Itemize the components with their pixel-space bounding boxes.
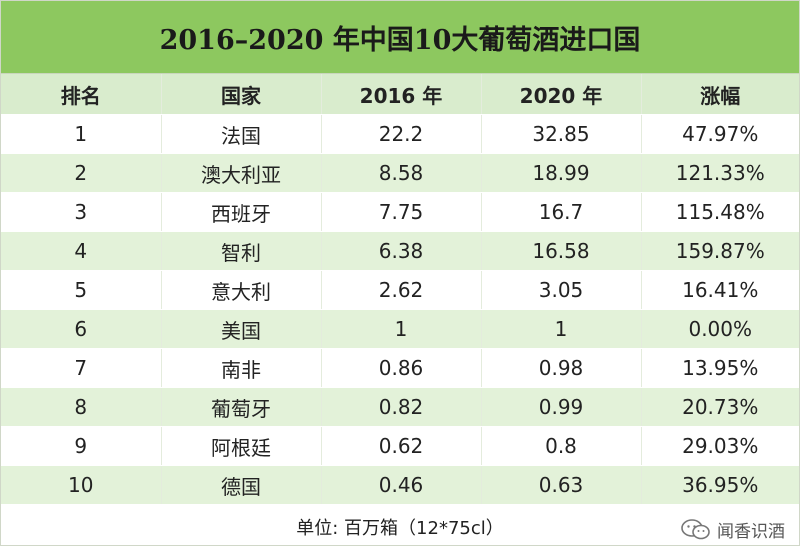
cell-2020: 32.85 bbox=[481, 114, 642, 154]
watermark: 闻香识酒 bbox=[681, 517, 785, 542]
cell-2020: 16.7 bbox=[481, 192, 642, 232]
cell-growth: 20.73% bbox=[641, 387, 799, 427]
col-header-2016: 2016 年 bbox=[321, 74, 482, 115]
cell-2016: 8.58 bbox=[321, 153, 482, 193]
cell-growth: 0.00% bbox=[641, 309, 799, 349]
cell-country: 葡萄牙 bbox=[161, 387, 322, 427]
col-header-rank: 排名 bbox=[1, 74, 162, 115]
import-table: 排名 国家 2016 年 2020 年 涨幅 1 法国 22.2 32.85 47.97… bbox=[1, 74, 799, 505]
wechat-icon bbox=[681, 518, 710, 539]
cell-country: 意大利 bbox=[161, 270, 322, 310]
cell-country: 法国 bbox=[161, 114, 322, 154]
cell-country: 澳大利亚 bbox=[161, 153, 322, 193]
cell-2020: 16.58 bbox=[481, 231, 642, 271]
table-title: 2016–2020 年中国10大葡萄酒进口国 bbox=[1, 1, 799, 74]
cell-rank: 2 bbox=[1, 153, 162, 193]
cell-growth: 159.87% bbox=[641, 231, 799, 271]
cell-2020: 0.8 bbox=[481, 426, 642, 466]
cell-2016: 1 bbox=[321, 309, 482, 349]
table-row: 2 澳大利亚 8.58 18.99 121.33% bbox=[1, 153, 799, 193]
cell-growth: 47.97% bbox=[641, 114, 799, 154]
cell-rank: 5 bbox=[1, 270, 162, 310]
cell-2020: 0.63 bbox=[481, 465, 642, 505]
cell-2020: 18.99 bbox=[481, 153, 642, 193]
cell-2020: 1 bbox=[481, 309, 642, 349]
cell-2016: 0.62 bbox=[321, 426, 482, 466]
cell-2020: 3.05 bbox=[481, 270, 642, 310]
table-row: 7 南非 0.86 0.98 13.95% bbox=[1, 348, 799, 388]
cell-2020: 0.98 bbox=[481, 348, 642, 388]
cell-growth: 121.33% bbox=[641, 153, 799, 193]
table-body: 1 法国 22.2 32.85 47.97% 2 澳大利亚 8.58 18.99 121.33% 3… bbox=[1, 114, 799, 505]
cell-country: 智利 bbox=[161, 231, 322, 271]
cell-rank: 9 bbox=[1, 426, 162, 466]
col-header-2020: 2020 年 bbox=[481, 74, 642, 115]
cell-rank: 6 bbox=[1, 309, 162, 349]
cell-growth: 13.95% bbox=[641, 348, 799, 388]
table-row: 4 智利 6.38 16.58 159.87% bbox=[1, 231, 799, 271]
cell-2016: 7.75 bbox=[321, 192, 482, 232]
table-row: 10 德国 0.46 0.63 36.95% bbox=[1, 465, 799, 505]
cell-2016: 0.46 bbox=[321, 465, 482, 505]
table-row: 3 西班牙 7.75 16.7 115.48% bbox=[1, 192, 799, 232]
col-header-growth: 涨幅 bbox=[641, 74, 799, 115]
cell-rank: 3 bbox=[1, 192, 162, 232]
cell-country: 西班牙 bbox=[161, 192, 322, 232]
table-row: 5 意大利 2.62 3.05 16.41% bbox=[1, 270, 799, 310]
cell-2020: 0.99 bbox=[481, 387, 642, 427]
table-row: 6 美国 1 1 0.00% bbox=[1, 309, 799, 349]
cell-2016: 2.62 bbox=[321, 270, 482, 310]
cell-growth: 115.48% bbox=[641, 192, 799, 232]
cell-growth: 16.41% bbox=[641, 270, 799, 310]
cell-2016: 22.2 bbox=[321, 114, 482, 154]
cell-rank: 8 bbox=[1, 387, 162, 427]
col-header-country: 国家 bbox=[161, 74, 322, 115]
cell-growth: 29.03% bbox=[641, 426, 799, 466]
cell-country: 阿根廷 bbox=[161, 426, 322, 466]
cell-country: 美国 bbox=[161, 309, 322, 349]
unit-note: 单位: 百万箱（12*75cl） bbox=[1, 509, 799, 545]
table-row: 1 法国 22.2 32.85 47.97% bbox=[1, 114, 799, 154]
cell-country: 南非 bbox=[161, 348, 322, 388]
cell-growth: 36.95% bbox=[641, 465, 799, 505]
table-row: 9 阿根廷 0.62 0.8 29.03% bbox=[1, 426, 799, 466]
cell-rank: 7 bbox=[1, 348, 162, 388]
cell-rank: 4 bbox=[1, 231, 162, 271]
cell-2016: 6.38 bbox=[321, 231, 482, 271]
watermark-text: 闻香识酒 bbox=[717, 522, 785, 542]
cell-2016: 0.82 bbox=[321, 387, 482, 427]
cell-country: 德国 bbox=[161, 465, 322, 505]
table-row: 8 葡萄牙 0.82 0.99 20.73% bbox=[1, 387, 799, 427]
cell-2016: 0.86 bbox=[321, 348, 482, 388]
cell-rank: 1 bbox=[1, 114, 162, 154]
header-row: 排名 国家 2016 年 2020 年 涨幅 bbox=[1, 74, 799, 115]
cell-rank: 10 bbox=[1, 465, 162, 505]
